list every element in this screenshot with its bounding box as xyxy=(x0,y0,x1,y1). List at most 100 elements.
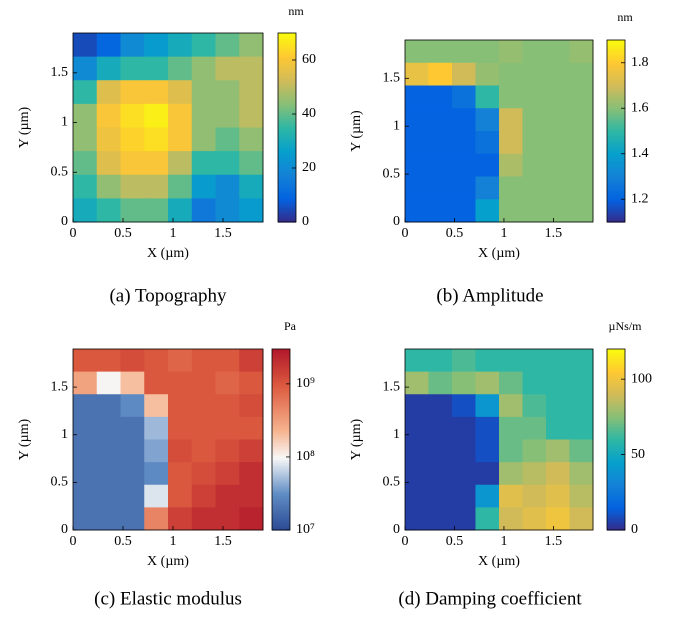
heatmap-cell xyxy=(215,507,240,531)
heatmap-cell xyxy=(522,394,547,418)
colorbar-segment xyxy=(272,475,290,479)
colorbar-segment xyxy=(272,525,290,529)
colorbar-label: nm xyxy=(288,4,304,18)
colorbar-segment xyxy=(607,94,625,98)
heatmap-cell xyxy=(475,371,500,395)
colorbar-segment xyxy=(278,101,296,105)
heatmap-cell xyxy=(120,349,145,373)
heatmap-cell xyxy=(73,151,98,176)
heatmap-cell xyxy=(428,176,453,200)
colorbar-segment xyxy=(272,480,290,484)
colorbar-segment xyxy=(607,496,625,499)
colorbar-segment xyxy=(607,215,625,219)
colorbar-segment xyxy=(278,196,296,199)
colorbar-segment xyxy=(607,117,625,121)
colorbar-segment xyxy=(607,349,625,352)
y-tick-label: 0.5 xyxy=(51,475,69,490)
heatmap-cell xyxy=(405,507,429,531)
heatmap-cell xyxy=(522,507,547,531)
colorbar-segment xyxy=(272,468,290,472)
heatmap-cell xyxy=(475,153,500,177)
colorbar-segment xyxy=(272,500,290,504)
heatmap-cell xyxy=(522,40,547,64)
colorbar-label: nm xyxy=(617,10,633,24)
colorbar-segment xyxy=(607,167,625,171)
colorbar-segment xyxy=(607,169,625,173)
heatmap-cell xyxy=(546,484,570,508)
heatmap-cell xyxy=(96,33,121,58)
colorbar-segment xyxy=(278,134,296,138)
heatmap-cell xyxy=(120,394,145,418)
colorbar-segment xyxy=(272,416,290,420)
heatmap-cell xyxy=(144,103,169,128)
colorbar-segment xyxy=(607,405,625,409)
colorbar-segment xyxy=(278,219,296,223)
heatmap-cell xyxy=(499,371,523,395)
colorbar-segment xyxy=(607,444,625,447)
colorbar-segment xyxy=(278,49,296,53)
heatmap-cell xyxy=(569,40,594,64)
heatmap-cell xyxy=(475,484,500,508)
heatmap-cell xyxy=(120,462,145,486)
heatmap-cell xyxy=(73,462,98,486)
heatmap-cell xyxy=(168,127,193,152)
colorbar-segment xyxy=(607,371,625,375)
colorbar-segment xyxy=(607,353,625,357)
heatmap-cell xyxy=(475,507,500,531)
heatmap-cell xyxy=(405,108,429,132)
colorbar-segment xyxy=(278,122,296,126)
heatmap-cell xyxy=(475,85,500,109)
colorbar-segment xyxy=(272,403,290,407)
heatmap-cell xyxy=(428,153,453,177)
colorbar-segment xyxy=(278,203,296,207)
colorbar-segment xyxy=(278,181,296,185)
colorbar-segment xyxy=(272,432,290,436)
x-axis-label: X (µm) xyxy=(478,246,520,261)
heatmap-cell xyxy=(120,33,145,58)
caption: (b) Amplitude xyxy=(436,285,543,306)
colorbar-tick-label: 10⁷ xyxy=(296,522,315,537)
colorbar-segment xyxy=(607,416,625,420)
colorbar-segment xyxy=(278,77,296,81)
heatmap-cell xyxy=(452,507,476,531)
heatmap-cell xyxy=(546,371,570,395)
colorbar-segment xyxy=(278,103,296,107)
colorbar-segment xyxy=(272,462,290,465)
heatmap-cell xyxy=(428,40,453,64)
heatmap-cell xyxy=(452,416,476,440)
colorbar-segment xyxy=(278,68,296,72)
colorbar-segment xyxy=(278,151,296,155)
heatmap-cell xyxy=(499,40,523,64)
heatmap-cell xyxy=(239,127,264,152)
heatmap-cell xyxy=(96,198,121,223)
heatmap-cell xyxy=(168,56,193,81)
colorbar-segment xyxy=(278,110,296,114)
heatmap-cell xyxy=(452,108,476,132)
heatmap-cell xyxy=(239,507,264,531)
y-tick-label: 0 xyxy=(61,522,68,537)
heatmap-cell xyxy=(215,127,240,152)
colorbar-segment xyxy=(272,355,290,359)
colorbar-segment xyxy=(278,118,296,122)
heatmap-cell xyxy=(546,40,570,64)
caption: (c) Elastic modulus xyxy=(94,588,242,609)
colorbar-segment xyxy=(607,90,625,93)
colorbar-segment xyxy=(607,149,625,153)
heatmap-cell xyxy=(73,127,98,152)
heatmap-cell xyxy=(499,349,523,373)
heatmap-cell xyxy=(499,416,523,440)
colorbar-segment xyxy=(607,475,625,479)
colorbar-segment xyxy=(607,162,625,166)
colorbar-segment xyxy=(272,362,290,366)
colorbar-segment xyxy=(607,412,625,416)
heatmap-cell xyxy=(96,174,121,199)
heatmap-cell xyxy=(475,439,500,463)
colorbar-segment xyxy=(272,391,290,395)
colorbar-segment xyxy=(607,60,625,64)
colorbar-segment xyxy=(278,184,296,188)
heatmap-cell xyxy=(191,394,216,418)
x-tick-label: 0.5 xyxy=(446,226,464,241)
colorbar-segment xyxy=(278,146,296,150)
heatmap-cell xyxy=(191,33,216,58)
colorbar-segment xyxy=(607,112,625,116)
